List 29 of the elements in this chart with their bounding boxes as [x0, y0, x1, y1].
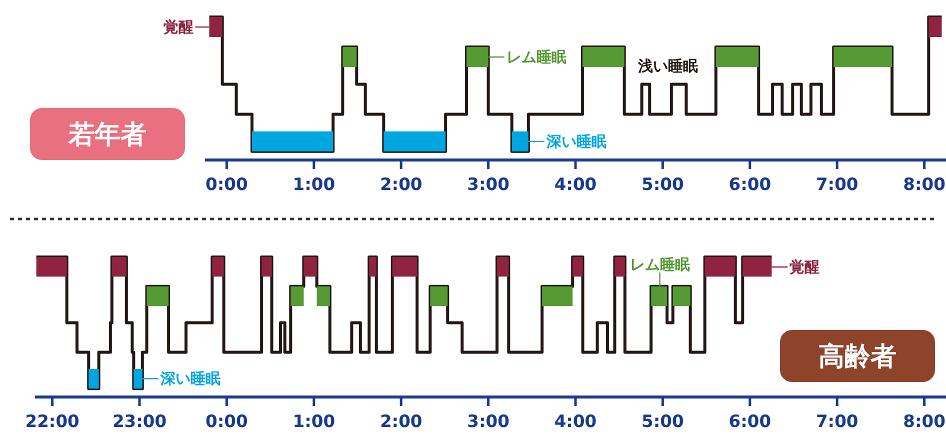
x-tick-label: 6:00: [728, 412, 772, 432]
x-tick-label: 3:00: [467, 412, 510, 432]
x-tick-label: 4:00: [554, 412, 597, 432]
text: 若年者: [68, 120, 146, 150]
x-tick-label: 5:00: [642, 175, 684, 195]
x-tick-label: 8:00: [903, 175, 946, 195]
x-tick-label: 8:00: [903, 412, 946, 432]
x-tick-label: 7:00: [816, 412, 858, 432]
annotation: 深い睡眠: [545, 132, 606, 150]
annotation: 浅い睡眠: [636, 57, 698, 76]
x-tick-label: 2:00: [380, 412, 422, 432]
x-tick-label: 7:00: [816, 175, 858, 195]
x-tick-label: 6:00: [728, 175, 772, 195]
x-tick-label: 1:00: [292, 175, 336, 195]
x-tick-label: 0:00: [206, 412, 248, 432]
x-tick-label: 2:00: [380, 175, 422, 195]
annotation: レム睡眠: [506, 48, 566, 66]
annotation: 覚醒: [163, 18, 194, 36]
annotation: 深い睡眠: [159, 370, 220, 388]
x-tick-label: 23:00: [112, 412, 167, 432]
x-tick-label: 0:00: [206, 175, 248, 195]
annotation: レム睡眠: [630, 255, 690, 274]
text: 高齢者: [818, 342, 896, 372]
x-tick-label: 4:00: [554, 175, 597, 195]
x-tick-label: 1:00: [292, 412, 336, 432]
x-tick-label: 5:00: [642, 412, 684, 432]
x-tick-label: 3:00: [467, 175, 510, 195]
annotation: 覚醒: [790, 258, 820, 276]
x-tick-label: 22:00: [25, 412, 80, 432]
